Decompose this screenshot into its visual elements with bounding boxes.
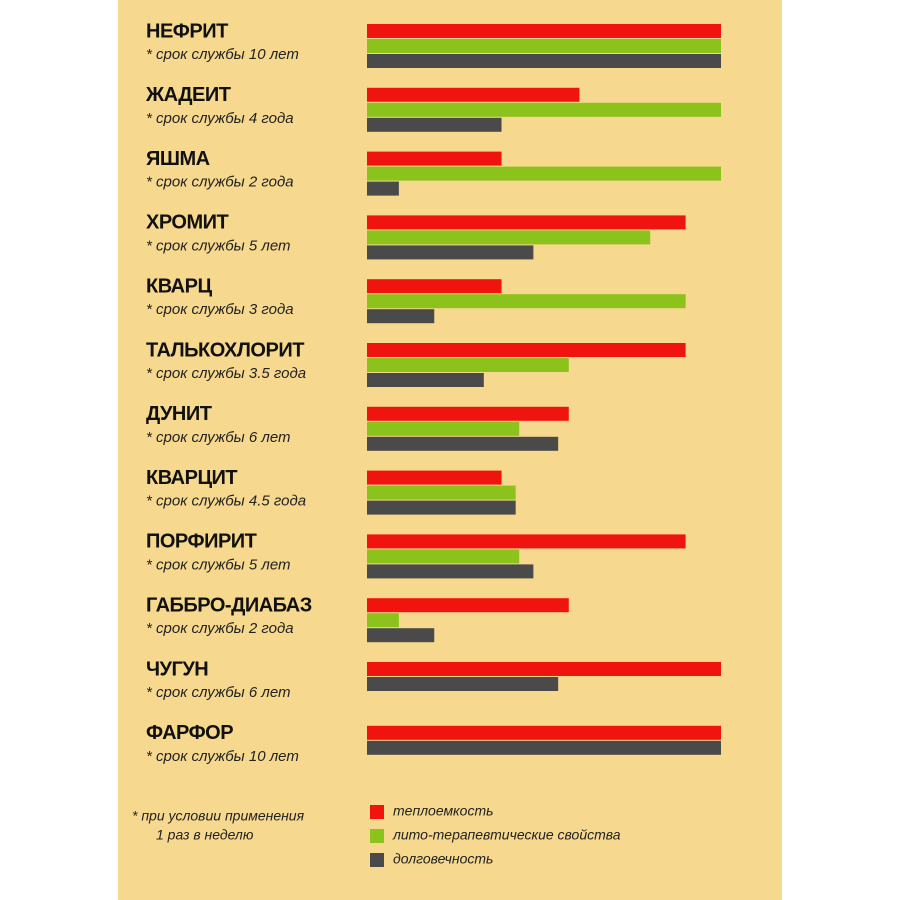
bar [367, 87, 580, 102]
category-sublabel: * срок службы 2 года [146, 174, 294, 191]
category-label: ПОРФИРИТ [146, 531, 257, 553]
category-label: ЖАДЕИТ [145, 84, 231, 106]
category-sublabel: * срок службы 4 года [146, 110, 294, 127]
bar [367, 662, 721, 676]
category-sublabel: * срок службы 10 лет [146, 46, 299, 63]
category-sublabel: * срок службы 3 года [146, 301, 294, 318]
category-sublabel: * срок службы 5 лет [146, 237, 291, 254]
category-sublabel: * срок службы 5 лет [146, 556, 291, 573]
category-label: ЧУГУН [146, 658, 208, 680]
category-label: КВАРЦ [146, 275, 212, 297]
bar [367, 677, 559, 691]
bar [367, 102, 721, 117]
bar [367, 613, 399, 628]
bar [367, 406, 569, 421]
category-label: КВАРЦИТ [146, 467, 237, 489]
category-label: ХРОМИТ [146, 212, 229, 234]
bar [367, 343, 686, 357]
bar [367, 740, 721, 755]
bar [367, 549, 520, 564]
legend-label: лито-терапевтические свойства [392, 827, 621, 843]
bar [367, 230, 651, 245]
bar [367, 564, 534, 579]
bar [367, 54, 721, 68]
category-sublabel: * срок службы 4.5 года [146, 493, 306, 510]
bar [367, 24, 721, 38]
bar [367, 598, 569, 613]
bar [367, 39, 721, 53]
category-sublabel: * срок службы 3.5 года [146, 365, 306, 382]
bar [367, 358, 569, 372]
legend-swatch [370, 805, 384, 819]
category-label: ФАРФОР [146, 722, 233, 744]
bar [367, 534, 686, 549]
bar [367, 117, 502, 132]
bar [367, 421, 520, 436]
category-sublabel: * срок службы 10 лет [146, 748, 299, 765]
bar [367, 485, 516, 500]
category-label: ЯШМА [146, 148, 210, 170]
bar [367, 151, 502, 166]
footnote: * при условии применения [132, 808, 305, 824]
bar [367, 181, 399, 196]
category-label: ДУНИТ [146, 403, 212, 425]
bar [367, 470, 502, 485]
bar [367, 215, 686, 230]
bar [367, 279, 502, 294]
category-sublabel: * срок службы 6 лет [146, 429, 291, 446]
footnote: 1 раз в неделю [156, 827, 254, 843]
bar [367, 309, 435, 324]
bar [367, 628, 435, 643]
legend-label: теплоемкость [393, 803, 493, 819]
bar [367, 245, 534, 260]
legend-swatch [370, 829, 384, 843]
category-sublabel: * срок службы 6 лет [146, 684, 291, 701]
bar [367, 436, 559, 451]
bar [367, 500, 516, 515]
bar [367, 725, 721, 740]
category-label: НЕФРИТ [146, 20, 228, 42]
legend-label: долговечность [393, 851, 493, 867]
category-sublabel: * срок службы 2 года [146, 620, 294, 637]
bar [367, 294, 686, 309]
bar [367, 166, 721, 181]
bar [367, 373, 484, 387]
legend-swatch [370, 853, 384, 867]
category-label: ГАББРО-ДИАБАЗ [146, 594, 312, 616]
category-label: ТАЛЬКОХЛОРИТ [146, 339, 304, 361]
